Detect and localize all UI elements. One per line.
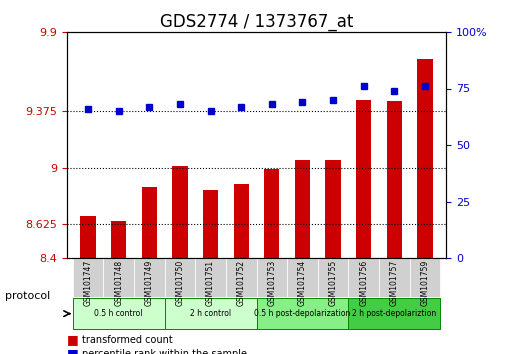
Text: GSM101749: GSM101749 [145,260,154,306]
FancyBboxPatch shape [73,298,165,329]
Text: 0.5 h control: 0.5 h control [94,309,143,318]
Bar [203,190,218,258]
Bar [264,169,280,258]
FancyBboxPatch shape [256,258,287,297]
Bar [172,166,188,258]
Bar [142,187,157,258]
FancyBboxPatch shape [134,258,165,297]
Text: GSM101757: GSM101757 [390,260,399,306]
FancyBboxPatch shape [226,258,256,297]
Text: 2 h post-depolariztion: 2 h post-depolariztion [352,309,437,318]
FancyBboxPatch shape [195,258,226,297]
FancyBboxPatch shape [165,298,256,329]
Text: percentile rank within the sample: percentile rank within the sample [82,349,247,354]
Text: GSM101751: GSM101751 [206,260,215,306]
Bar [233,184,249,258]
Text: GSM101747: GSM101747 [84,260,93,306]
Text: transformed count: transformed count [82,335,173,345]
Text: GSM101748: GSM101748 [114,260,123,306]
FancyBboxPatch shape [318,258,348,297]
Bar [295,160,310,258]
Bar [325,160,341,258]
Text: protocol: protocol [5,291,50,301]
Title: GDS2774 / 1373767_at: GDS2774 / 1373767_at [160,13,353,30]
Text: GSM101750: GSM101750 [175,260,185,306]
FancyBboxPatch shape [348,258,379,297]
Text: 2 h control: 2 h control [190,309,231,318]
Text: GSM101752: GSM101752 [236,260,246,306]
FancyBboxPatch shape [348,298,440,329]
FancyBboxPatch shape [73,258,104,297]
Bar [417,59,432,258]
FancyBboxPatch shape [409,258,440,297]
FancyBboxPatch shape [165,258,195,297]
Text: ■: ■ [67,348,78,354]
FancyBboxPatch shape [287,258,318,297]
Text: GSM101756: GSM101756 [359,260,368,306]
Bar [81,216,96,258]
Text: 0.5 h post-depolarization: 0.5 h post-depolarization [254,309,350,318]
Bar [111,221,126,258]
Bar [387,101,402,258]
Bar [356,100,371,258]
FancyBboxPatch shape [104,258,134,297]
Text: GSM101754: GSM101754 [298,260,307,306]
Text: GSM101755: GSM101755 [328,260,338,306]
Text: GSM101759: GSM101759 [420,260,429,306]
FancyBboxPatch shape [256,298,348,329]
FancyBboxPatch shape [379,258,409,297]
Text: ■: ■ [67,333,78,346]
Text: GSM101753: GSM101753 [267,260,277,306]
